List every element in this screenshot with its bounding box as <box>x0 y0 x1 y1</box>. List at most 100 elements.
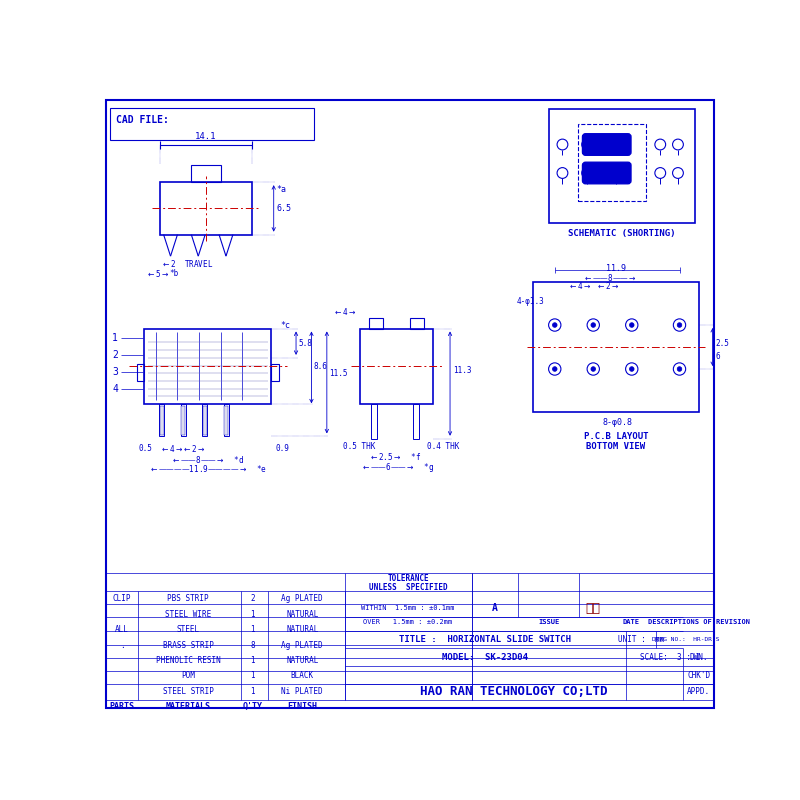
Text: 5.8: 5.8 <box>298 338 312 348</box>
Text: A: A <box>492 603 498 613</box>
Text: 11.5: 11.5 <box>329 370 348 378</box>
Text: $\leftarrow$4$\rightarrow$ $\leftarrow$2$\rightarrow$: $\leftarrow$4$\rightarrow$ $\leftarrow$2… <box>567 280 619 291</box>
Text: 1: 1 <box>250 686 255 696</box>
Text: SCHEMATIC (SHORTING): SCHEMATIC (SHORTING) <box>568 230 675 238</box>
Text: ISSUE: ISSUE <box>538 619 559 625</box>
Text: WITHIN  1.5mm : ±0.1mm: WITHIN 1.5mm : ±0.1mm <box>362 605 455 611</box>
Text: DWN.: DWN. <box>690 653 708 662</box>
Text: $\leftarrow$————11.9————$\rightarrow$  *e: $\leftarrow$————11.9————$\rightarrow$ *e <box>149 463 267 474</box>
Text: STEEL WIRE: STEEL WIRE <box>165 610 211 618</box>
Text: HAO RAN TECHNOLOGY CO;LTD: HAO RAN TECHNOLOGY CO;LTD <box>420 686 608 698</box>
Text: NATURAL: NATURAL <box>286 656 318 665</box>
Text: DATE: DATE <box>623 619 640 625</box>
Bar <box>110 107 314 140</box>
Bar <box>578 125 646 202</box>
Text: DRWG NO.:  HR-DR-S: DRWG NO.: HR-DR-S <box>651 637 719 642</box>
Text: FINISH: FINISH <box>287 702 318 711</box>
Text: *a: *a <box>277 186 286 194</box>
Text: APPD.: APPD. <box>687 687 710 697</box>
Text: 8.6: 8.6 <box>314 362 328 370</box>
Text: Q'TY: Q'TY <box>243 702 263 711</box>
Bar <box>413 404 419 438</box>
Text: MATERIALS: MATERIALS <box>166 702 210 711</box>
Text: 0.9: 0.9 <box>275 444 289 453</box>
Circle shape <box>591 322 595 327</box>
Bar <box>360 329 433 404</box>
Text: PBS STRIP: PBS STRIP <box>167 594 209 603</box>
Text: STEEL: STEEL <box>177 625 200 634</box>
Circle shape <box>630 322 634 327</box>
Text: $\leftarrow$2.5$\rightarrow$  *f: $\leftarrow$2.5$\rightarrow$ *f <box>369 451 422 462</box>
Text: 1: 1 <box>250 656 255 665</box>
Bar <box>144 329 271 404</box>
Text: POM: POM <box>182 671 195 680</box>
Text: 2: 2 <box>250 594 255 603</box>
Text: 8-φ0.8: 8-φ0.8 <box>602 418 632 427</box>
Text: 0.5 THK: 0.5 THK <box>343 442 375 451</box>
Bar <box>225 406 228 435</box>
Text: $\leftarrow$4$\rightarrow$: $\leftarrow$4$\rightarrow$ <box>160 443 184 454</box>
Text: 6.5: 6.5 <box>277 204 292 213</box>
Bar <box>160 182 252 234</box>
Circle shape <box>553 322 557 327</box>
Text: SCALE:  3 : 1: SCALE: 3 : 1 <box>640 653 700 662</box>
Text: 3: 3 <box>112 366 118 377</box>
Text: $\leftarrow$2  TRAVEL: $\leftarrow$2 TRAVEL <box>162 258 214 270</box>
Text: 11.9: 11.9 <box>606 264 626 273</box>
Text: $\leftarrow$——6——$\rightarrow$  *g: $\leftarrow$——6——$\rightarrow$ *g <box>362 461 435 474</box>
Text: DESCRIPTIONS OF REVISION: DESCRIPTIONS OF REVISION <box>648 619 750 625</box>
Bar <box>137 364 144 381</box>
Text: BRASS STRIP: BRASS STRIP <box>163 641 214 650</box>
Text: 1: 1 <box>250 610 255 618</box>
Text: TOLERANCE: TOLERANCE <box>387 574 429 582</box>
Circle shape <box>553 366 557 371</box>
Text: 2: 2 <box>112 350 118 360</box>
Text: NATURAL: NATURAL <box>286 610 318 618</box>
Text: .: . <box>120 641 124 650</box>
Bar <box>534 282 698 412</box>
Text: 8: 8 <box>250 641 255 650</box>
Text: 4: 4 <box>112 383 118 394</box>
Text: 1: 1 <box>250 671 255 680</box>
Text: UNIT :  mm: UNIT : mm <box>618 635 664 644</box>
Text: NATURAL: NATURAL <box>286 625 318 634</box>
Bar <box>370 404 377 438</box>
Text: 1: 1 <box>250 625 255 634</box>
Text: Ag PLATED: Ag PLATED <box>282 594 323 603</box>
Text: Ag PLATED: Ag PLATED <box>282 641 323 650</box>
Text: 初版: 初版 <box>586 602 600 614</box>
Bar <box>549 109 695 223</box>
Text: 11.3: 11.3 <box>453 366 472 374</box>
Text: $\leftarrow$2$\rightarrow$: $\leftarrow$2$\rightarrow$ <box>182 443 206 454</box>
Text: CLIP: CLIP <box>113 594 131 603</box>
Text: 0.5: 0.5 <box>138 444 152 453</box>
Circle shape <box>630 366 634 371</box>
Circle shape <box>591 366 595 371</box>
Text: $\leftarrow$——8——$\rightarrow$: $\leftarrow$——8——$\rightarrow$ <box>583 272 637 283</box>
Text: P.C.B LAYOUT
BOTTOM VIEW: P.C.B LAYOUT BOTTOM VIEW <box>584 432 648 451</box>
Text: PHENOLIC RESIN: PHENOLIC RESIN <box>156 656 221 665</box>
Text: *b: *b <box>169 269 178 278</box>
Text: Ni PLATED: Ni PLATED <box>282 686 323 696</box>
Text: MODEL:  SK-23D04: MODEL: SK-23D04 <box>442 653 528 662</box>
Text: 2.5: 2.5 <box>716 338 730 348</box>
Text: UNLESS  SPECIFIED: UNLESS SPECIFIED <box>369 582 447 592</box>
Text: 14.1: 14.1 <box>195 133 217 142</box>
Text: $\leftarrow$4$\rightarrow$: $\leftarrow$4$\rightarrow$ <box>333 306 356 317</box>
Bar <box>202 404 207 436</box>
Bar <box>182 406 185 435</box>
Circle shape <box>677 366 682 371</box>
Text: 0.4 THK: 0.4 THK <box>427 442 459 451</box>
Bar <box>224 404 229 436</box>
Bar <box>159 404 164 436</box>
Circle shape <box>677 322 682 327</box>
Text: 1: 1 <box>112 333 118 342</box>
Text: TITLE :  HORIZONTAL SLIDE SWITCH: TITLE : HORIZONTAL SLIDE SWITCH <box>399 635 571 644</box>
Text: $\leftarrow$——8——$\rightarrow$  *d: $\leftarrow$——8——$\rightarrow$ *d <box>171 454 245 465</box>
Text: PARTS: PARTS <box>110 702 134 711</box>
Bar <box>271 364 279 381</box>
Text: BLACK: BLACK <box>290 671 314 680</box>
Bar <box>191 166 221 182</box>
Text: OVER   1.5mm : ±0.2mm: OVER 1.5mm : ±0.2mm <box>363 619 453 625</box>
Bar <box>410 318 424 329</box>
